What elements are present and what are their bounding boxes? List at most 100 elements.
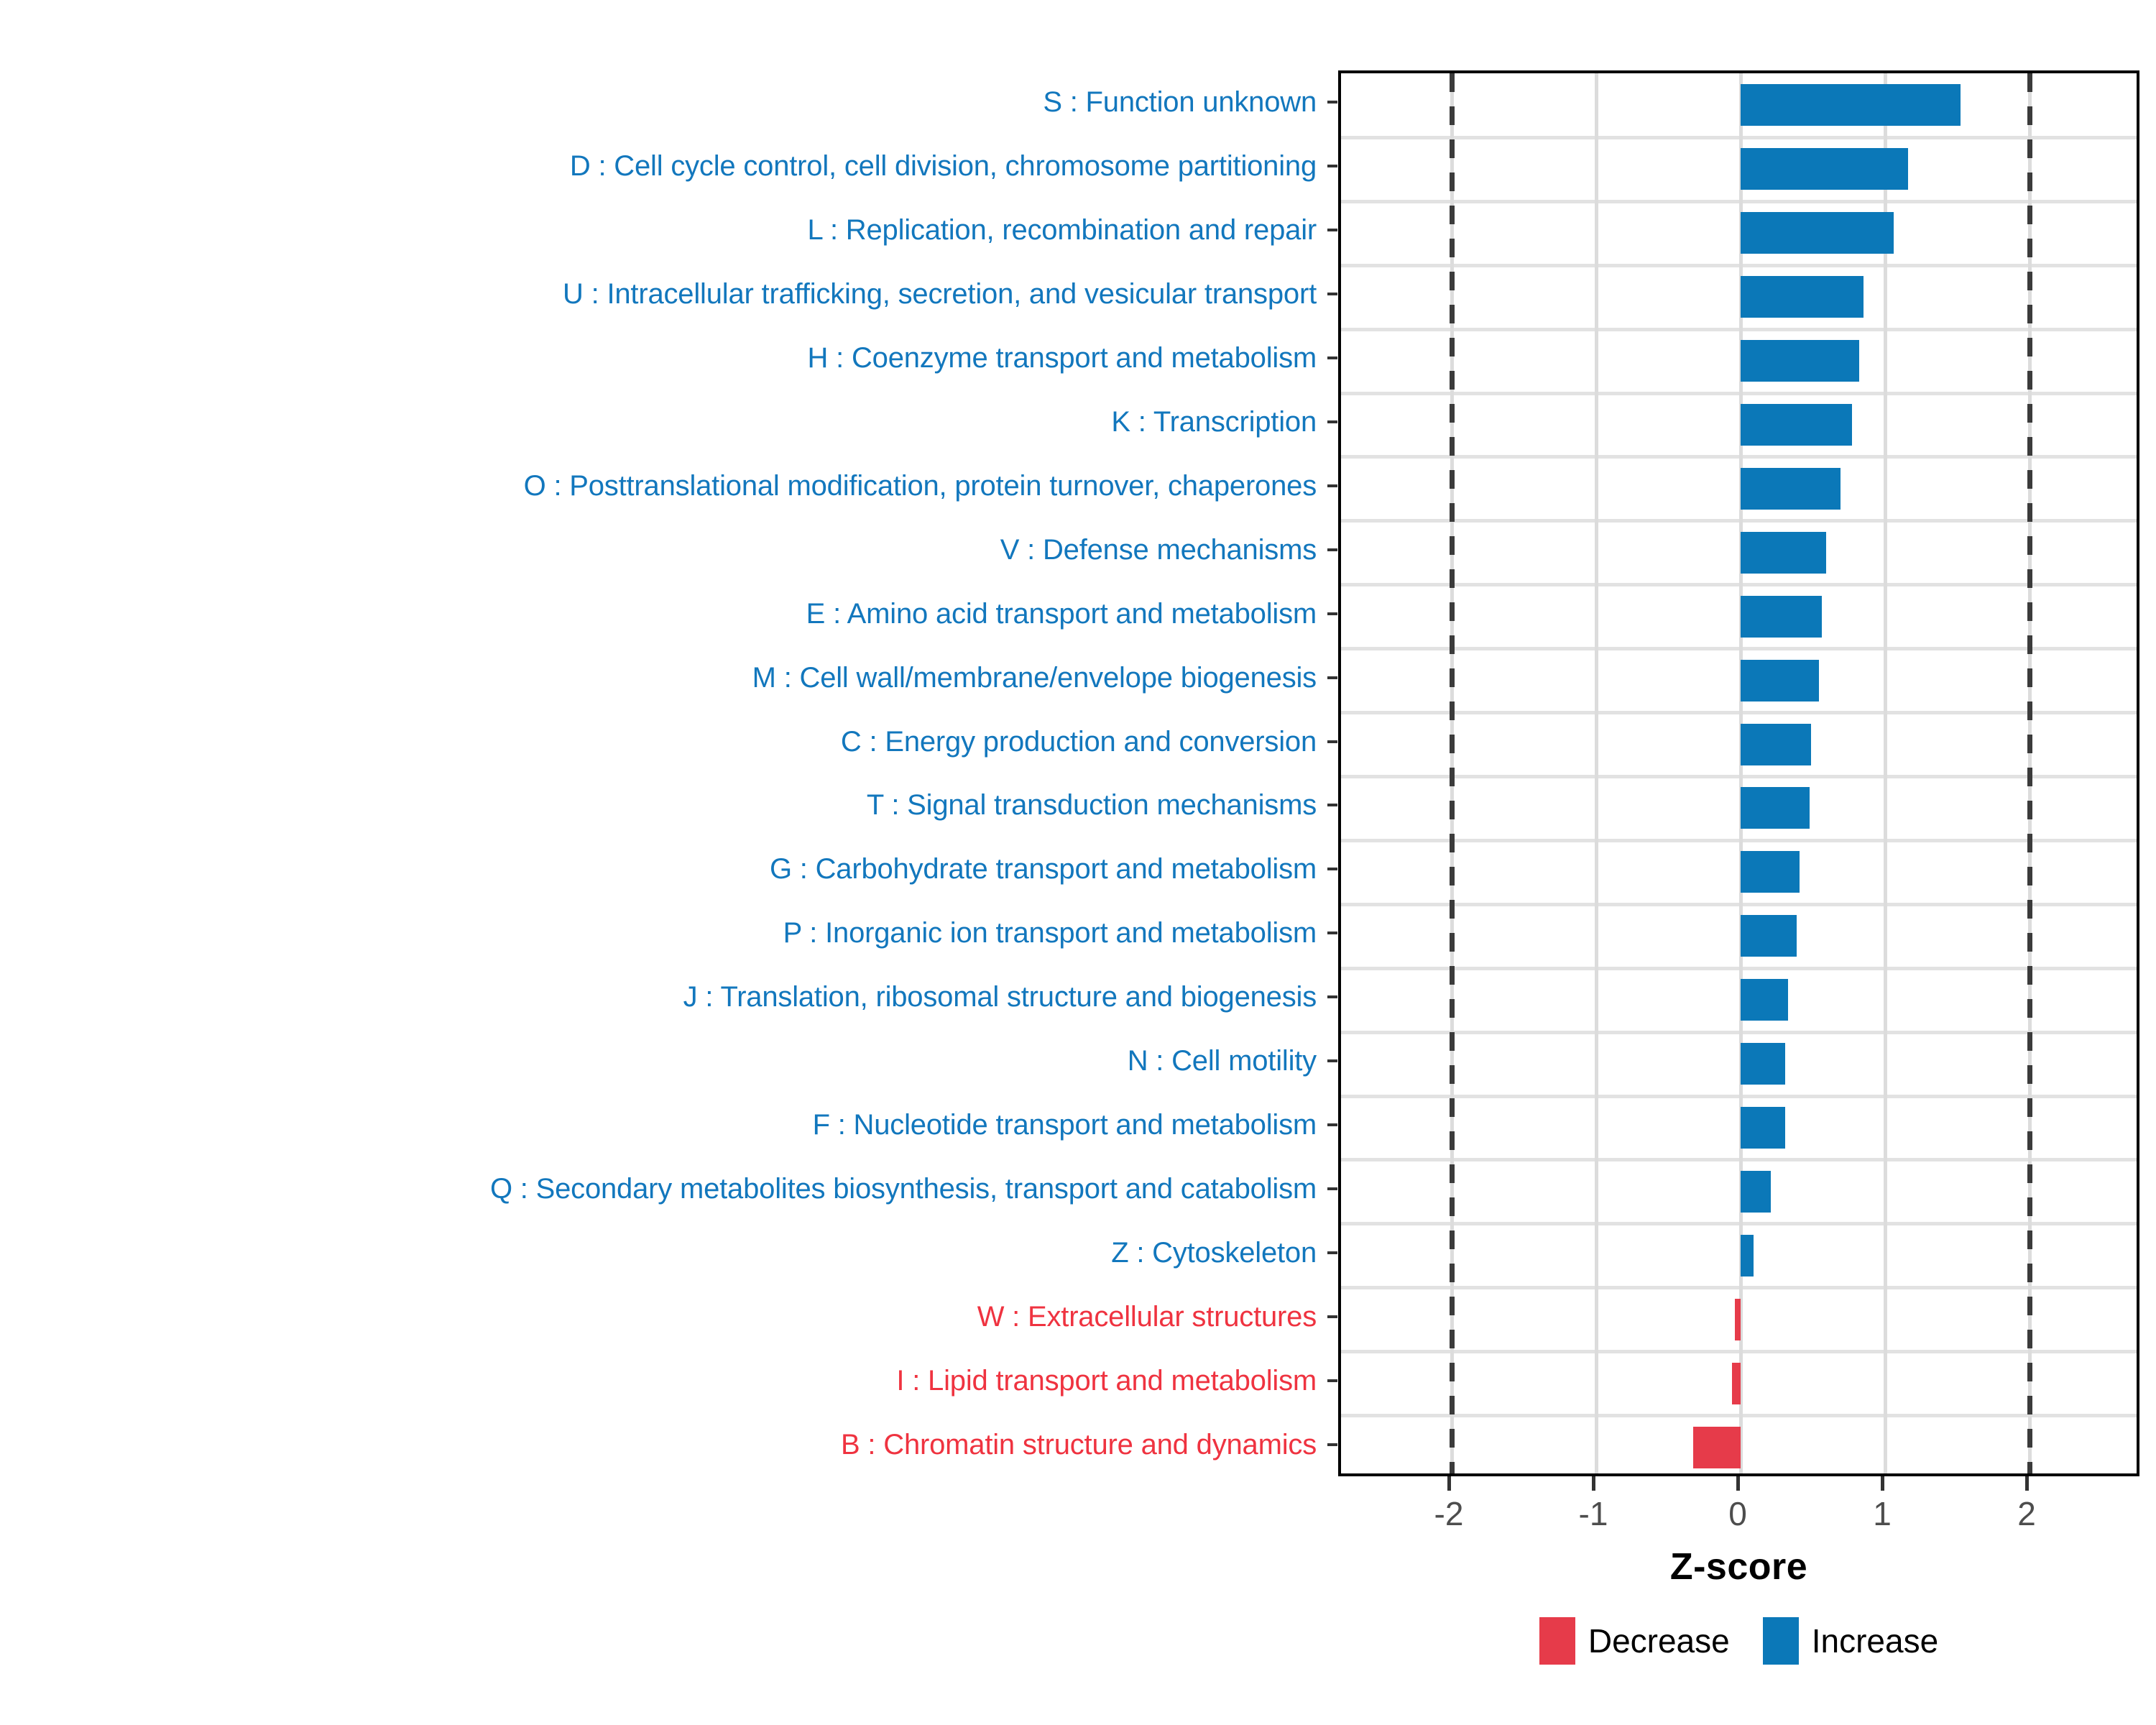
bar <box>1741 1234 1754 1276</box>
gridline-horizontal <box>1341 519 2137 523</box>
category-label: I : Lipid transport and metabolism <box>896 1364 1317 1397</box>
gridline-horizontal <box>1341 647 2137 651</box>
category-label: T : Signal transduction mechanisms <box>866 789 1317 822</box>
gridline-horizontal <box>1341 455 2137 459</box>
bar <box>1741 787 1810 829</box>
category-label: O : Posttranslational modification, prot… <box>523 469 1317 502</box>
category-tick <box>1327 293 1337 296</box>
category-label: N : Cell motility <box>1127 1045 1317 1077</box>
legend: Decrease Increase <box>1338 1617 2139 1665</box>
legend-label: Increase <box>1811 1622 1939 1660</box>
gridline-horizontal <box>1341 1222 2137 1226</box>
bar <box>1741 276 1864 318</box>
threshold-line <box>2027 73 2032 1473</box>
gridline-vertical <box>1595 73 1598 1473</box>
category-tick <box>1327 1443 1337 1446</box>
category-tick <box>1327 484 1337 487</box>
gridline-horizontal <box>1341 1158 2137 1162</box>
category-tick <box>1327 868 1337 871</box>
x-axis-title: Z-score <box>1669 1546 1808 1588</box>
category-label: K : Transcription <box>1111 406 1317 438</box>
category-tick <box>1327 1251 1337 1254</box>
category-label: D : Cell cycle control, cell division, c… <box>569 150 1317 183</box>
category-tick <box>1327 356 1337 360</box>
gridline-horizontal <box>1341 902 2137 906</box>
x-axis-tick-label: 0 <box>1728 1495 1747 1532</box>
gridline-horizontal <box>1341 1286 2137 1290</box>
bar <box>1741 467 1841 510</box>
category-tick <box>1327 932 1337 935</box>
gridline-horizontal <box>1341 1030 2137 1034</box>
category-axis-labels: S : Function unknown D : Cell cycle contr… <box>0 70 1317 1476</box>
x-axis-tick <box>1447 1476 1451 1491</box>
category-tick <box>1327 676 1337 679</box>
bar <box>1741 340 1859 382</box>
bar <box>1741 212 1894 254</box>
legend-swatch-icon <box>1762 1617 1799 1665</box>
category-label: B : Chromatin structure and dynamics <box>841 1428 1317 1460</box>
bar <box>1741 84 1961 126</box>
x-axis-tick-label: 2 <box>2017 1495 2036 1532</box>
gridline-horizontal <box>1341 135 2137 139</box>
category-label: V : Defense mechanisms <box>1000 533 1317 566</box>
category-label: J : Translation, ribosomal structure and… <box>683 981 1317 1013</box>
bar <box>1741 659 1819 702</box>
category-tick <box>1327 740 1337 743</box>
gridline-horizontal <box>1341 1094 2137 1098</box>
category-label: C : Energy production and conversion <box>840 725 1317 758</box>
category-tick <box>1327 1315 1337 1318</box>
legend-item[interactable]: Decrease <box>1539 1617 1730 1665</box>
bar <box>1741 915 1797 957</box>
gridline-horizontal <box>1341 583 2137 587</box>
x-axis-tick <box>1881 1476 1884 1491</box>
category-tick <box>1327 804 1337 807</box>
category-label: F : Nucleotide transport and metabolism <box>812 1109 1317 1141</box>
gridline-horizontal <box>1341 263 2137 267</box>
legend-label: Decrease <box>1588 1622 1730 1660</box>
gridline-horizontal <box>1341 966 2137 970</box>
x-axis-tick <box>1592 1476 1595 1491</box>
category-tick <box>1327 229 1337 232</box>
bar <box>1741 851 1800 893</box>
bar <box>1741 723 1812 765</box>
gridline-horizontal <box>1341 391 2137 395</box>
bar <box>1741 531 1826 574</box>
bar <box>1741 404 1852 446</box>
gridline-horizontal <box>1341 711 2137 715</box>
bar <box>1741 148 1909 190</box>
category-label: U : Intracellular trafficking, secretion… <box>563 278 1317 310</box>
category-label: W : Extracellular structures <box>977 1300 1317 1333</box>
legend-swatch-icon <box>1539 1617 1575 1665</box>
bar <box>1741 979 1789 1021</box>
plot-area <box>1341 73 2137 1473</box>
x-axis-tick <box>1736 1476 1740 1491</box>
category-tick <box>1327 612 1337 615</box>
bar <box>1734 1298 1741 1340</box>
gridline-horizontal <box>1341 327 2137 331</box>
bar <box>1741 1170 1772 1213</box>
bar <box>1731 1362 1741 1404</box>
category-tick <box>1327 1379 1337 1382</box>
gridline-horizontal <box>1341 1414 2137 1418</box>
bar <box>1692 1426 1741 1468</box>
category-label: Z : Cytoskeleton <box>1111 1236 1317 1269</box>
x-axis-tick-label: -1 <box>1578 1495 1608 1532</box>
plot-panel <box>1338 70 2139 1476</box>
category-label: P : Inorganic ion transport and metaboli… <box>783 917 1317 949</box>
x-axis-tick-label: 1 <box>1873 1495 1892 1532</box>
category-tick <box>1327 165 1337 168</box>
gridline-horizontal <box>1341 838 2137 842</box>
bar <box>1741 1107 1786 1149</box>
bar <box>1741 595 1822 638</box>
gridline-horizontal <box>1341 1350 2137 1354</box>
gridline-horizontal <box>1341 775 2137 778</box>
threshold-line <box>1450 73 1455 1473</box>
gridline-vertical <box>1884 73 1887 1473</box>
category-tick <box>1327 995 1337 999</box>
category-tick <box>1327 420 1337 423</box>
category-label: H : Coenzyme transport and metabolism <box>807 342 1317 374</box>
category-label: S : Function unknown <box>1043 86 1317 119</box>
legend-item[interactable]: Increase <box>1762 1617 1939 1665</box>
category-label: E : Amino acid transport and metabolism <box>806 597 1317 630</box>
